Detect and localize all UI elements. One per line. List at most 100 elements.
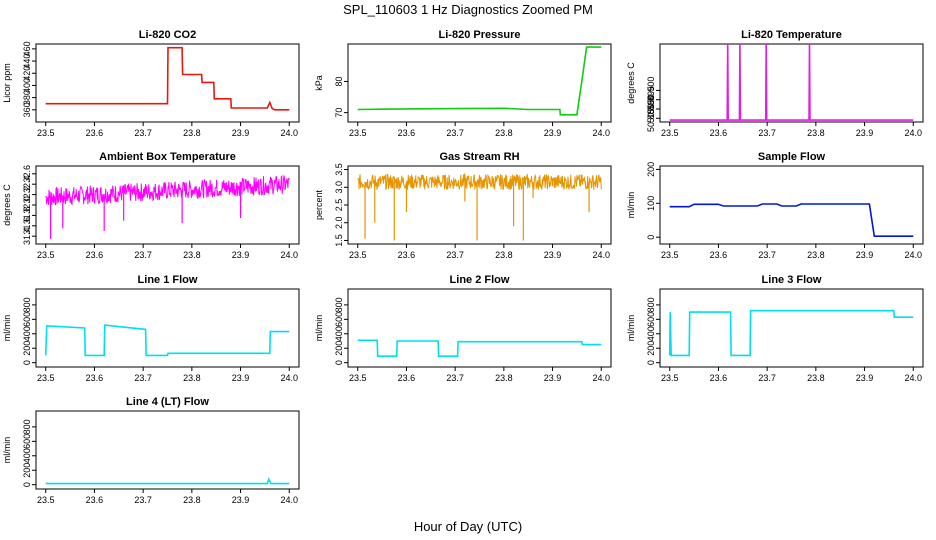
y-tick-label: 50.900 bbox=[646, 77, 656, 105]
y-axis-label: percent bbox=[314, 189, 324, 220]
x-tick-label: 23.8 bbox=[495, 128, 513, 138]
y-tick-label: 3.5 bbox=[334, 163, 344, 176]
x-tick-label: 23.8 bbox=[807, 128, 825, 138]
y-axis-label: ml/min bbox=[2, 315, 12, 342]
x-tick-label: 23.6 bbox=[710, 373, 728, 383]
x-tick-label: 24.0 bbox=[904, 128, 922, 138]
y-tick-label: 200 bbox=[646, 341, 656, 356]
y-tick-label: 600 bbox=[334, 312, 344, 327]
y-axis-label: ml/min bbox=[314, 315, 324, 342]
x-tick-label: 23.6 bbox=[398, 128, 416, 138]
x-tick-label: 23.8 bbox=[495, 373, 513, 383]
y-tick-label: 460 bbox=[22, 41, 32, 56]
panel-title: Line 2 Flow bbox=[450, 274, 510, 286]
x-tick-label: 23.6 bbox=[86, 495, 104, 505]
panel-10: Line 4 (LT) Flow 23.5 23.6 23.7 23.8 23.9 24.0… bbox=[2, 396, 300, 505]
x-tick-label: 23.9 bbox=[544, 373, 562, 383]
x-tick-label: 23.5 bbox=[661, 128, 679, 138]
y-tick-label: 31.8 bbox=[22, 207, 32, 225]
panel-6: Sample Flow 23.5 23.6 23.7 23.8 23.9 24.0 0 100 2… bbox=[626, 151, 924, 260]
y-tick-label: 2.5 bbox=[334, 199, 344, 212]
x-tick-label: 23.7 bbox=[758, 128, 776, 138]
plot-frame bbox=[35, 410, 300, 490]
y-tick-label: 0 bbox=[646, 360, 656, 365]
x-tick-label: 24.0 bbox=[904, 373, 922, 383]
x-tick-label: 23.6 bbox=[86, 250, 104, 260]
y-axis-label: Licor ppm bbox=[2, 63, 12, 103]
y-tick-label: 80 bbox=[334, 76, 344, 86]
y-tick-label: 200 bbox=[646, 162, 656, 177]
x-tick-label: 23.8 bbox=[495, 250, 513, 260]
x-tick-label: 23.8 bbox=[183, 373, 201, 383]
panel-3: Li-820 Temperature 23.5 23.6 23.7 23.8 23.9 24… bbox=[626, 29, 924, 138]
x-tick-label: 23.6 bbox=[86, 373, 104, 383]
data-series-line bbox=[668, 309, 914, 357]
y-tick-label: 800 bbox=[334, 297, 344, 312]
panel-title: Line 4 (LT) Flow bbox=[126, 396, 209, 408]
y-tick-label: 400 bbox=[334, 326, 344, 341]
x-tick-label: 23.5 bbox=[661, 250, 679, 260]
data-series-line bbox=[669, 203, 914, 237]
data-series-line bbox=[45, 175, 290, 206]
y-tick-label: 31.4 bbox=[22, 227, 32, 245]
data-series-line bbox=[44, 324, 290, 357]
x-tick-label: 23.9 bbox=[544, 128, 562, 138]
y-tick-label: 32.6 bbox=[22, 165, 32, 183]
y-tick-label: 3.0 bbox=[334, 181, 344, 194]
panel-title: Line 3 Flow bbox=[762, 274, 822, 286]
panel-title: Gas Stream RH bbox=[439, 151, 519, 163]
panel-5: Gas Stream RH 23.5 23.6 23.7 23.8 23.9 24.0 1.5… bbox=[314, 151, 612, 260]
x-tick-label: 24.0 bbox=[280, 495, 298, 505]
panel-9: Line 3 Flow 23.5 23.6 23.7 23.8 23.9 24.0 0 2004… bbox=[626, 274, 924, 383]
x-tick-label: 23.7 bbox=[758, 250, 776, 260]
x-tick-label: 23.7 bbox=[134, 373, 152, 383]
x-tick-label: 23.7 bbox=[446, 373, 464, 383]
y-tick-label: 600 bbox=[22, 434, 32, 449]
y-tick-label: 100 bbox=[646, 196, 656, 211]
x-tick-label: 23.9 bbox=[232, 495, 250, 505]
x-tick-label: 23.9 bbox=[232, 128, 250, 138]
x-tick-label: 23.9 bbox=[856, 250, 874, 260]
plot-frame bbox=[35, 43, 300, 123]
x-tick-label: 23.8 bbox=[183, 495, 201, 505]
y-tick-label: 800 bbox=[22, 419, 32, 434]
y-tick-label: 32.0 bbox=[22, 196, 32, 214]
y-axis-label: ml/min bbox=[626, 315, 636, 342]
y-tick-label: 200 bbox=[22, 463, 32, 478]
plot-frame bbox=[347, 288, 612, 368]
x-tick-label: 23.8 bbox=[183, 250, 201, 260]
x-tick-label: 24.0 bbox=[592, 250, 610, 260]
x-tick-label: 23.5 bbox=[349, 250, 367, 260]
y-axis-label: degrees C bbox=[626, 62, 636, 104]
y-axis-label: ml/min bbox=[2, 437, 12, 464]
y-tick-label: 380 bbox=[22, 90, 32, 105]
x-tick-label: 23.8 bbox=[807, 250, 825, 260]
x-tick-label: 24.0 bbox=[592, 373, 610, 383]
panel-title: Sample Flow bbox=[758, 151, 826, 163]
x-tick-label: 23.5 bbox=[37, 250, 55, 260]
panel-4: Ambient Box Temperature 23.5 23.6 23.7 23.8 2… bbox=[2, 151, 300, 260]
x-tick-label: 23.7 bbox=[134, 495, 152, 505]
panel-title: Li-820 CO2 bbox=[139, 29, 196, 41]
x-tick-label: 23.5 bbox=[349, 373, 367, 383]
x-tick-label: 23.6 bbox=[86, 128, 104, 138]
x-tick-label: 24.0 bbox=[280, 373, 298, 383]
x-tick-label: 23.9 bbox=[544, 250, 562, 260]
plot-frame bbox=[347, 43, 612, 123]
x-tick-label: 24.0 bbox=[592, 128, 610, 138]
y-tick-label: 800 bbox=[646, 297, 656, 312]
y-tick-label: 400 bbox=[22, 448, 32, 463]
y-tick-label: 400 bbox=[22, 78, 32, 93]
data-series-line bbox=[357, 46, 602, 116]
y-axis-label: kPa bbox=[314, 75, 324, 91]
y-axis-label: degrees C bbox=[2, 184, 12, 226]
y-tick-label: 440 bbox=[22, 54, 32, 69]
x-tick-label: 23.9 bbox=[856, 128, 874, 138]
y-tick-label: 0 bbox=[22, 360, 32, 365]
y-tick-label: 800 bbox=[22, 297, 32, 312]
x-tick-label: 23.6 bbox=[710, 250, 728, 260]
x-tick-label: 23.5 bbox=[37, 495, 55, 505]
data-series-line bbox=[357, 172, 602, 191]
plot-frame bbox=[35, 165, 300, 245]
